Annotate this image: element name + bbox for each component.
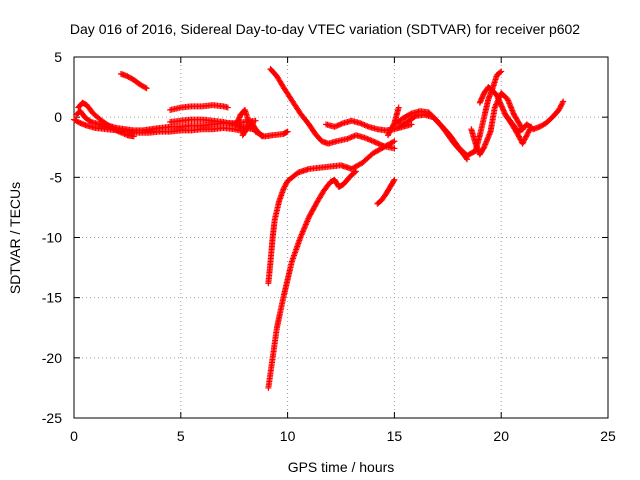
y-tick-label: -20 [42,350,62,366]
x-tick-label: 5 [177,428,185,444]
x-tick-label: 20 [493,428,509,444]
y-tick-label: -10 [42,230,62,246]
y-tick-label: -25 [42,410,62,426]
y-tick-label: -15 [42,290,62,306]
y-tick-label: 0 [54,109,62,125]
x-tick-label: 10 [280,428,296,444]
x-tick-label: 15 [387,428,403,444]
y-axis-label: SDTVAR / TECUs [7,182,23,294]
x-tick-label: 25 [600,428,616,444]
chart-title: Day 016 of 2016, Sidereal Day-to-day VTE… [70,21,580,37]
x-axis-label: GPS time / hours [288,459,395,475]
sdtvar-chart: 0 5 10 15 20 25 -25 -20 -15 -10 -5 0 5 Day 016 of 20… [0,0,640,480]
y-tick-label: 5 [54,49,62,65]
x-tick-label: 0 [70,428,78,444]
chart-background [0,0,640,480]
y-tick-label: -5 [50,169,63,185]
